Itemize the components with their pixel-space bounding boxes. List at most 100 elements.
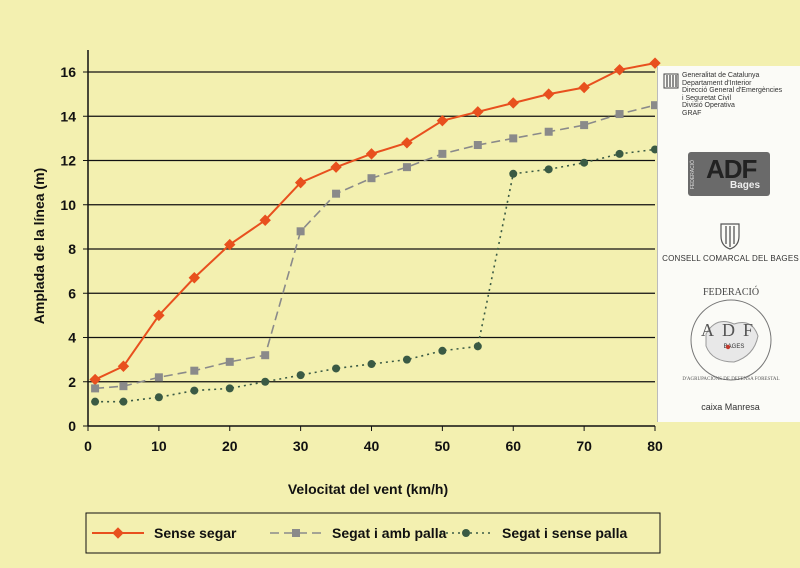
data-point <box>261 377 270 386</box>
data-point <box>402 355 411 364</box>
series-1 <box>89 57 661 386</box>
adf-logo-text: ADF <box>706 154 757 184</box>
data-point <box>117 360 130 372</box>
federacio-top-text: FEDERACIÓ <box>703 286 759 298</box>
data-point <box>296 227 305 236</box>
data-point <box>544 165 553 174</box>
consell-comarcal-text: CONSELL COMARCAL DEL BAGES <box>662 254 799 263</box>
series-line <box>95 104 656 390</box>
sponsor-logos-panel: Generalitat de Catalunya Departament d'I… <box>657 66 800 422</box>
data-point <box>401 137 413 149</box>
gencat-line: Direcció General d'Emergències <box>682 87 783 94</box>
data-point <box>615 149 624 158</box>
data-point <box>509 134 518 143</box>
data-point <box>472 106 484 118</box>
federacio-ring-text: D'AGRUPACIONS DE DEFENSA FORESTAL <box>682 377 779 382</box>
x-tick-label: 0 <box>84 438 92 454</box>
federacio-region-text: BAGES <box>724 344 745 350</box>
data-point <box>190 386 199 395</box>
y-tick-label: 16 <box>60 64 76 80</box>
federacio-adf-text: ADF <box>701 320 761 340</box>
legend-label: Segat i amb palla <box>332 525 447 541</box>
gencat-line: GRAF <box>682 109 702 117</box>
x-tick-label: 70 <box>576 438 592 454</box>
data-point <box>367 174 376 183</box>
gencat-line: Departament d'Interior <box>682 79 752 87</box>
data-point <box>154 373 163 382</box>
data-point <box>225 384 234 393</box>
data-point <box>224 238 236 251</box>
data-point <box>365 148 378 160</box>
y-tick-label: 10 <box>60 197 76 213</box>
data-point <box>225 357 234 366</box>
x-tick-label: 30 <box>293 438 309 454</box>
data-point <box>542 88 555 100</box>
data-point <box>154 393 163 402</box>
legend-box <box>85 512 661 554</box>
x-tick-label: 50 <box>435 438 451 454</box>
x-tick-label: 80 <box>647 438 663 454</box>
data-point <box>190 366 199 375</box>
adf-bages-logo: FEDERACIÓ ADF Bages <box>688 152 770 196</box>
caixa-manresa-logo: caixa Manresa <box>701 402 760 412</box>
data-point <box>473 141 482 150</box>
y-tick-labels: 0 2 4 6 8 10 12 14 16 <box>60 64 76 434</box>
y-tick-label: 0 <box>68 418 76 434</box>
y-tick-label: 4 <box>68 330 76 346</box>
data-point <box>119 397 128 406</box>
axes <box>83 50 656 431</box>
data-point <box>91 397 100 406</box>
federacio-adf-emblem-icon: FEDERACIÓ ADF BAGES D'AGRUPACIONS DE DEF… <box>682 286 779 382</box>
data-point <box>296 371 305 380</box>
data-point <box>473 342 482 351</box>
series-line <box>94 62 656 381</box>
data-point <box>89 373 101 386</box>
series-3 <box>91 145 659 406</box>
data-point <box>402 163 411 172</box>
data-point <box>580 158 589 167</box>
generalitat-shield-icon <box>663 73 679 89</box>
data-point <box>91 384 100 393</box>
legend-swatch-marker <box>292 529 300 537</box>
x-axis-title: Velocitat del vent (km/h) <box>288 481 448 497</box>
data-point <box>153 309 165 322</box>
data-point <box>438 149 447 158</box>
data-point <box>119 382 128 391</box>
adf-region-text: Bages <box>730 180 761 191</box>
y-tick-label: 8 <box>68 241 76 257</box>
data-point <box>188 272 201 284</box>
data-point <box>330 161 342 173</box>
y-axis-title: Amplada de la línea (m) <box>31 168 47 324</box>
gencat-line: Divisió Operativa <box>682 102 735 109</box>
adf-side-text: FEDERACIÓ <box>690 160 696 190</box>
data-point <box>578 81 590 94</box>
data-point <box>651 101 659 110</box>
data-point <box>367 360 376 369</box>
data-point <box>613 64 626 76</box>
y-tick-label: 2 <box>68 374 76 390</box>
x-tick-label: 10 <box>151 438 167 454</box>
consell-shield-icon <box>720 223 740 250</box>
x-tick-label: 60 <box>505 438 521 454</box>
data-point <box>507 97 519 109</box>
legend-swatch-marker <box>462 529 470 537</box>
x-tick-label: 40 <box>364 438 380 454</box>
data-point <box>259 214 271 226</box>
y-tick-label: 14 <box>60 108 76 124</box>
series-2 <box>91 101 659 393</box>
x-tick-label: 20 <box>222 438 238 454</box>
y-tick-label: 6 <box>68 285 76 301</box>
data-point <box>261 351 270 360</box>
legend-label: Segat i sense palla <box>502 525 627 541</box>
data-point <box>438 346 447 355</box>
y-tick-label: 12 <box>60 153 76 169</box>
data-point <box>436 114 449 127</box>
gencat-line: i Seguretat Civil <box>682 94 732 102</box>
data-point <box>580 121 589 130</box>
legend-label: Sense segar <box>154 525 237 541</box>
data-point <box>332 189 341 198</box>
legend-swatch-marker <box>112 527 124 539</box>
gencat-line: Generalitat de Catalunya <box>682 72 760 79</box>
data-point <box>615 110 624 119</box>
